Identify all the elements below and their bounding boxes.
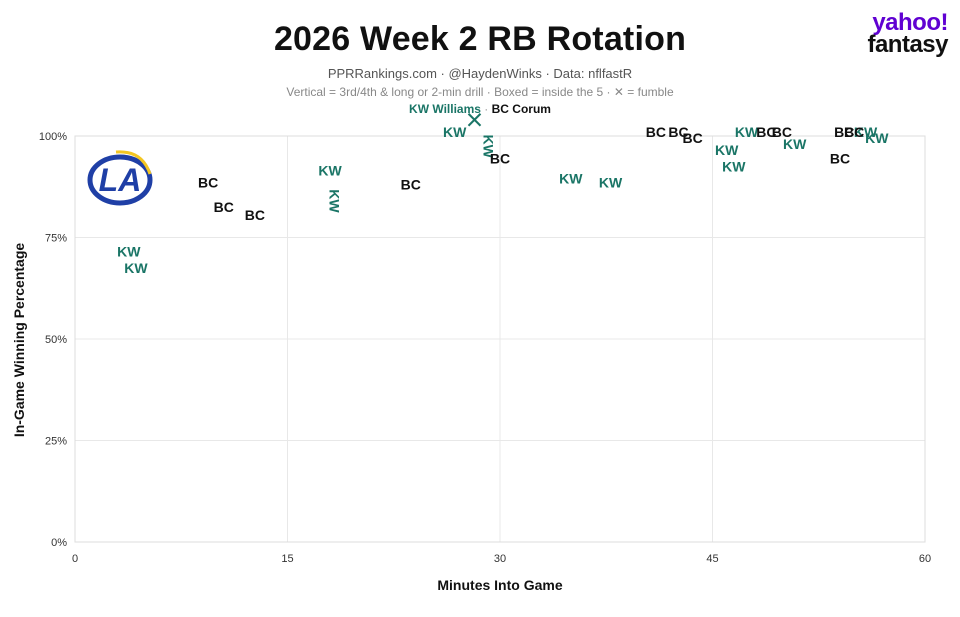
bc-point: BC — [834, 124, 854, 140]
kw-point: KW — [559, 171, 583, 187]
grid — [74, 135, 926, 543]
kw-point: KW — [481, 134, 497, 158]
rams-logo: LA — [87, 150, 153, 206]
bc-point: BC — [830, 150, 850, 166]
brand-line-1: yahoo! — [872, 9, 948, 36]
bc-point: BC — [756, 124, 776, 140]
y-tick-label: 0% — [51, 537, 67, 549]
kw-point: KW — [865, 130, 889, 146]
x-tick-label: 45 — [706, 553, 718, 565]
axis-ticks: 0 15 30 45 60 0% 25% 50% 75% 100% — [39, 131, 931, 565]
y-tick-label: 75% — [45, 233, 67, 245]
kw-point: KW — [735, 124, 759, 140]
bc-point: BC — [401, 177, 421, 193]
bc-point: BC — [245, 207, 265, 223]
legend-entry: KW Williams — [409, 102, 481, 116]
bc-point: BC — [683, 130, 703, 146]
plot-frame — [74, 135, 926, 543]
y-tick-label: 100% — [39, 131, 67, 143]
kw-point: KW — [854, 124, 878, 140]
brand-line-2: fantasy — [867, 31, 948, 58]
kw-point: KW — [124, 260, 148, 276]
logo-ring — [87, 154, 153, 206]
logo-text: LA — [99, 162, 142, 198]
kw-point: KW — [783, 136, 807, 152]
bc-point: BC — [214, 199, 234, 215]
x-tick-label: 0 — [72, 553, 78, 565]
bc-point: BC — [772, 124, 792, 140]
yahoo-fantasy-logo: yahoo! fantasy — [867, 9, 948, 58]
bc-point: BC — [668, 124, 688, 140]
kw-point: KW — [722, 158, 746, 174]
chart-note: Vertical = 3rd/4th & long or 2-min drill… — [286, 85, 674, 99]
bc-point: BC — [844, 124, 864, 140]
bc-point: BC — [198, 175, 218, 191]
x-tick-label: 15 — [281, 553, 293, 565]
kw-point: KW — [715, 142, 739, 158]
legend-separator: · — [481, 102, 492, 116]
bc-point: BC — [646, 124, 666, 140]
kw-point: KW — [599, 175, 623, 191]
legend-entry: BC Corum — [492, 102, 551, 116]
fumble-stroke — [467, 113, 482, 127]
kw-point: KW — [443, 124, 467, 140]
kw-point: KW — [318, 163, 342, 179]
chart-subtitle: PPRRankings.com · @HaydenWinks · Data: n… — [327, 66, 633, 81]
x-axis-label: Minutes Into Game — [437, 577, 562, 593]
kw-point: KW — [117, 244, 141, 260]
fumble-marker — [467, 113, 482, 127]
chart-legend: KW Williams · BC Corum — [409, 102, 551, 116]
x-tick-label: 30 — [494, 553, 506, 565]
logo-horn — [115, 150, 152, 175]
y-tick-label: 25% — [45, 436, 67, 448]
y-axis-label: In-Game Winning Percentage — [11, 243, 27, 438]
y-tick-label: 50% — [45, 334, 67, 346]
x-tick-label: 60 — [919, 553, 931, 565]
bc-point: BC — [490, 150, 510, 166]
kw-point: KW — [326, 189, 342, 213]
legend-text: KW Williams · BC Corum — [409, 102, 551, 116]
chart-title: 2026 Week 2 RB Rotation — [273, 20, 687, 58]
